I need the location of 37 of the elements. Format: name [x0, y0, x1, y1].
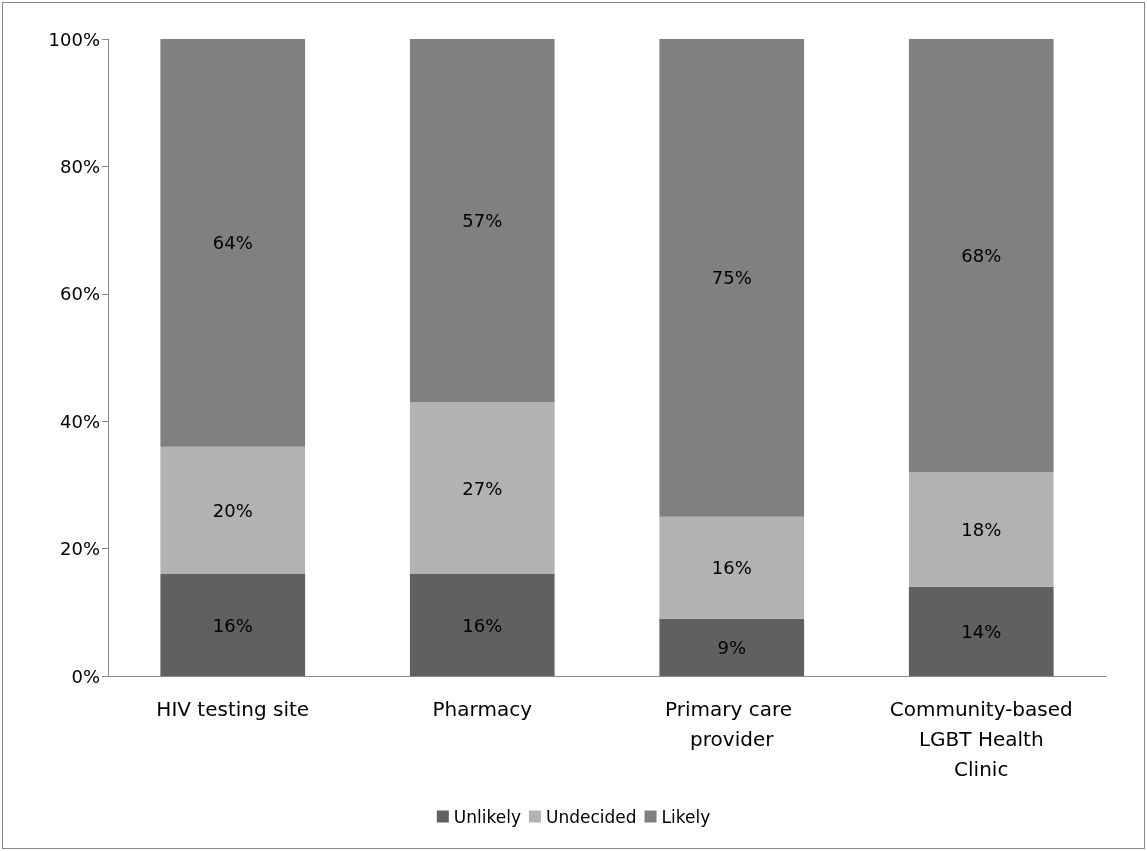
y-tick-label: 40%	[59, 410, 100, 432]
y-tick-label: 60%	[59, 283, 100, 305]
x-tick-label: Community-based LGBT Health Clinic	[889, 697, 1073, 781]
y-tick-label: 0%	[71, 665, 100, 687]
bar	[160, 574, 306, 676]
bar	[908, 39, 1054, 473]
data-label: 16%	[212, 614, 253, 636]
data-label: 57%	[462, 210, 503, 232]
bar	[659, 39, 805, 517]
data-label: 64%	[212, 232, 253, 254]
x-tick-label: HIV testing site	[156, 697, 310, 721]
bar	[908, 586, 1054, 676]
bar	[409, 574, 555, 676]
bar	[160, 39, 306, 447]
bar	[409, 39, 555, 403]
bar	[908, 472, 1054, 587]
legend-label: Unlikely	[453, 806, 521, 827]
bar	[160, 446, 306, 575]
data-label: 16%	[711, 557, 752, 579]
data-label: 16%	[462, 614, 503, 636]
data-label: 20%	[212, 499, 253, 521]
data-label: 75%	[711, 267, 752, 289]
legend-label: Undecided	[545, 806, 637, 827]
x-tick-label: Primary care provider	[665, 697, 799, 751]
x-tick-label: Pharmacy	[432, 697, 533, 721]
data-label: 68%	[961, 245, 1002, 267]
y-tick-label: 20%	[59, 538, 100, 560]
data-label: 14%	[961, 620, 1002, 642]
data-label: 18%	[961, 518, 1002, 540]
y-tick-label: 80%	[59, 155, 100, 177]
bar	[659, 618, 805, 676]
y-tick-label: 100%	[48, 28, 100, 50]
bar	[409, 402, 555, 575]
bar	[659, 516, 805, 619]
legend-label: Likely	[661, 806, 711, 827]
data-label: 9%	[717, 636, 747, 658]
data-label: 27%	[462, 477, 503, 499]
